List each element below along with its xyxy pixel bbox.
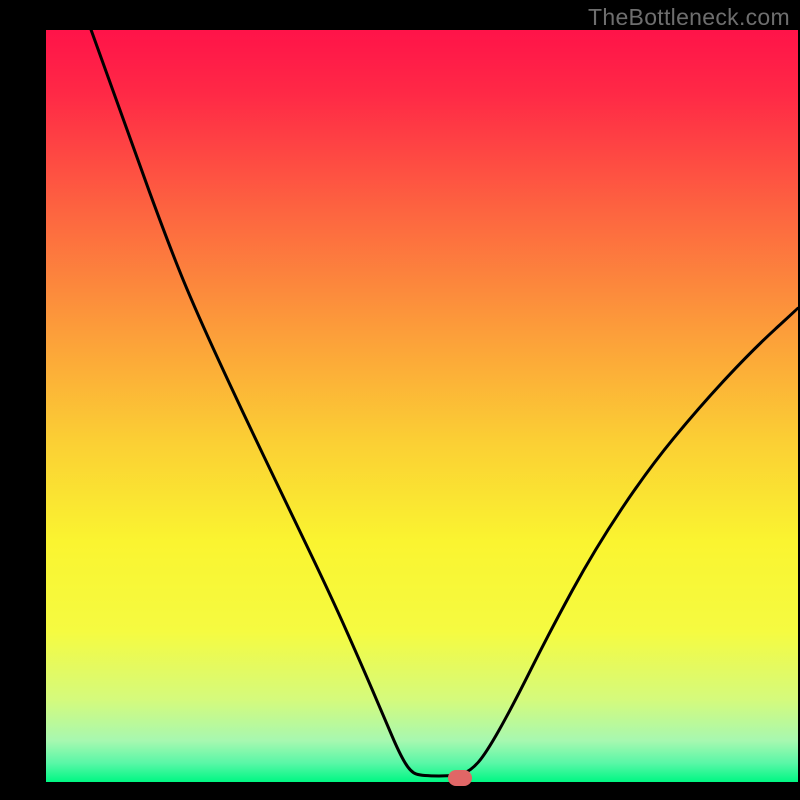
watermark-label: TheBottleneck.com xyxy=(588,4,790,31)
min-marker xyxy=(448,770,472,787)
stage: TheBottleneck.com xyxy=(0,0,800,800)
curve-layer xyxy=(0,0,800,800)
bottleneck-curve xyxy=(91,30,798,776)
